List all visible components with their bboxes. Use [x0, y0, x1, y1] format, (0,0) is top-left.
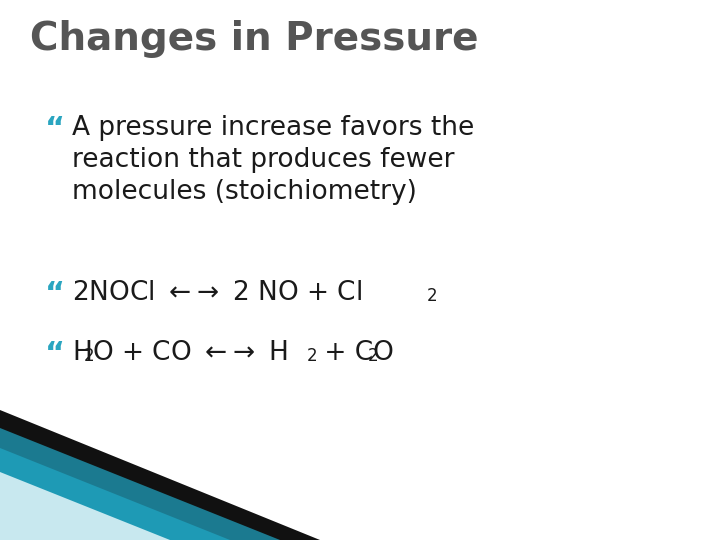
Text: molecules (stoichiometry): molecules (stoichiometry)	[72, 179, 417, 205]
Text: A pressure increase favors the: A pressure increase favors the	[72, 115, 474, 141]
Text: Changes in Pressure: Changes in Pressure	[30, 20, 479, 58]
Text: “: “	[45, 280, 65, 309]
Polygon shape	[0, 472, 170, 540]
Text: 2: 2	[368, 347, 379, 365]
Text: 2: 2	[427, 287, 438, 305]
Polygon shape	[0, 448, 230, 540]
Text: H: H	[72, 340, 92, 366]
Text: 2NOCl $\leftarrow\!\rightarrow$ 2 NO + Cl: 2NOCl $\leftarrow\!\rightarrow$ 2 NO + C…	[72, 280, 362, 306]
Polygon shape	[0, 410, 320, 540]
Text: 2: 2	[307, 347, 318, 365]
Text: + CO: + CO	[316, 340, 394, 366]
Polygon shape	[0, 428, 280, 540]
Text: reaction that produces fewer: reaction that produces fewer	[72, 147, 454, 173]
Text: “: “	[45, 115, 65, 144]
Text: “: “	[45, 340, 65, 369]
Text: O + CO $\leftarrow\!\rightarrow$ H: O + CO $\leftarrow\!\rightarrow$ H	[92, 340, 287, 366]
Text: 2: 2	[84, 347, 94, 365]
